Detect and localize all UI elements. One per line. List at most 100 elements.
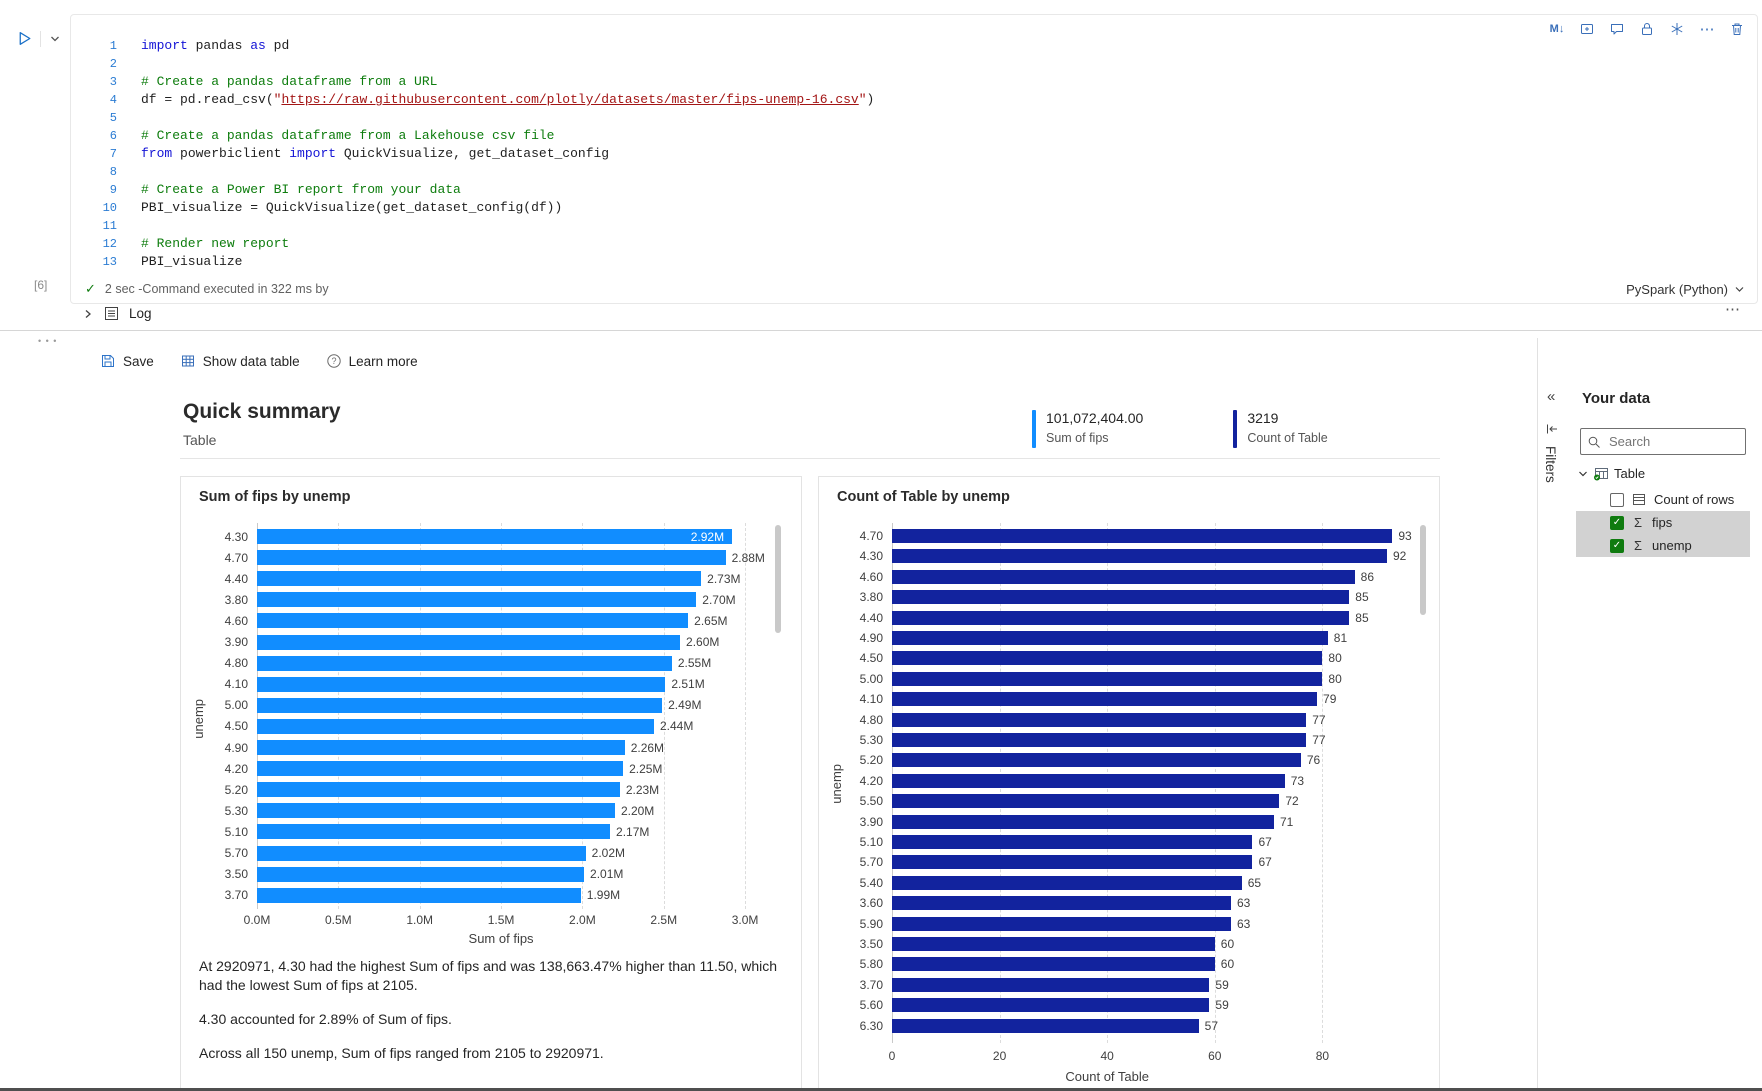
show-data-table-button[interactable]: Show data table	[176, 350, 304, 372]
bar[interactable]	[892, 733, 1307, 747]
bar[interactable]	[257, 866, 585, 882]
bar[interactable]	[892, 794, 1280, 809]
filters-pane-tab[interactable]: Filters	[1543, 446, 1558, 483]
bar[interactable]	[892, 814, 1274, 829]
bar[interactable]	[892, 549, 1387, 564]
category-label: 5.60	[859, 998, 883, 1013]
category-label: 3.70	[224, 888, 248, 903]
bar[interactable]	[892, 590, 1350, 605]
code-line[interactable]: 2	[71, 55, 874, 73]
help-icon: ?	[326, 354, 341, 368]
more-options-icon[interactable]	[1695, 18, 1719, 40]
bar[interactable]	[892, 875, 1242, 890]
code-line[interactable]: 9 # Create a Power BI report from your da…	[71, 181, 874, 199]
bar[interactable]	[892, 569, 1355, 584]
bar[interactable]	[892, 1018, 1199, 1033]
delete-icon[interactable]	[1725, 18, 1749, 40]
bar[interactable]	[257, 634, 681, 650]
save-button[interactable]: Save	[96, 350, 158, 372]
bar[interactable]	[257, 613, 689, 629]
bar[interactable]	[892, 916, 1231, 931]
bar[interactable]	[257, 676, 666, 692]
code-line[interactable]: 6 # Create a pandas dataframe from a Lake…	[71, 127, 874, 145]
bar-value-label: 80	[1328, 671, 1342, 686]
bar[interactable]	[892, 631, 1328, 645]
comment-icon[interactable]	[1605, 18, 1629, 40]
code-line[interactable]: 1 import pandas as pd	[71, 37, 874, 55]
bar[interactable]	[257, 824, 611, 840]
field-search-box[interactable]	[1580, 428, 1746, 455]
code-line[interactable]: 5	[71, 109, 874, 127]
bar[interactable]	[257, 550, 726, 566]
bar[interactable]	[892, 651, 1323, 666]
bar[interactable]	[257, 571, 702, 587]
code-line[interactable]: 4 df = pd.read_csv("https://raw.githubuse…	[71, 91, 875, 109]
bar[interactable]	[892, 753, 1301, 768]
code-line[interactable]: 11	[71, 217, 874, 235]
bar[interactable]	[892, 937, 1215, 951]
x-tick-label: 0.5M	[325, 913, 352, 927]
bar-value-label: 60	[1220, 957, 1235, 972]
split-cell-icon[interactable]	[1575, 18, 1599, 40]
code-line[interactable]: 3 # Create a pandas dataframe from a URL	[71, 73, 874, 91]
code-line[interactable]: 13 PBI_visualize	[71, 253, 874, 271]
learn-more-button[interactable]: ? Learn more	[322, 350, 422, 372]
more-options-icon[interactable]	[1725, 300, 1740, 318]
kernel-selector[interactable]: PySpark (Python)	[1626, 282, 1745, 297]
code-line[interactable]: 12 # Render new report	[71, 235, 874, 253]
bar[interactable]	[892, 896, 1231, 911]
chevron-down-icon	[50, 36, 59, 42]
field-checkbox[interactable]	[1610, 538, 1624, 553]
bar[interactable]	[892, 773, 1285, 788]
category-label: 3.80	[224, 592, 248, 607]
pin-pane-icon[interactable]	[1545, 422, 1559, 440]
bar-value-label: 76	[1306, 753, 1321, 768]
category-label: 4.20	[859, 773, 883, 788]
bar[interactable]	[257, 592, 697, 608]
code-line[interactable]: 8	[71, 163, 874, 181]
category-label: 3.70	[859, 977, 883, 992]
freeze-icon[interactable]	[1665, 18, 1689, 40]
code-line[interactable]: 7 from powerbiclient import QuickVisualiz…	[71, 145, 874, 163]
bar[interactable]	[892, 998, 1210, 1013]
search-input[interactable]	[1607, 433, 1739, 450]
bar[interactable]	[892, 692, 1318, 707]
bar[interactable]	[892, 855, 1253, 870]
field-row[interactable]: Count of rows	[1576, 488, 1750, 511]
collapse-pane-icon[interactable]	[1547, 388, 1555, 405]
field-checkbox[interactable]	[1610, 515, 1624, 530]
bar[interactable]	[257, 761, 624, 777]
bar[interactable]	[257, 718, 654, 734]
chart-scrollbar[interactable]	[1420, 525, 1426, 615]
bar[interactable]	[892, 712, 1307, 727]
bar[interactable]	[257, 782, 620, 798]
code-line[interactable]: 10 PBI_visualize = QuickVisualize(get_dat…	[71, 199, 874, 217]
log-section-header[interactable]: Log	[82, 306, 152, 321]
markdown-icon[interactable]	[1545, 18, 1569, 40]
bar[interactable]	[892, 529, 1393, 543]
run-cell-button[interactable]	[12, 26, 36, 50]
table-tree-node[interactable]: Table	[1578, 466, 1645, 481]
bar[interactable]	[892, 610, 1350, 625]
chart-scrollbar[interactable]	[775, 525, 781, 633]
lock-icon[interactable]	[1635, 18, 1659, 40]
bar[interactable]	[257, 845, 586, 861]
code-editor[interactable]: 1 import pandas as pd 2 3 # Create a pandas …	[71, 37, 875, 271]
bar[interactable]	[257, 697, 663, 713]
code-cell[interactable]: 1 import pandas as pd 2 3 # Create a pandas …	[70, 14, 1758, 304]
bar[interactable]	[892, 835, 1253, 849]
bar[interactable]	[892, 671, 1323, 686]
bar[interactable]	[892, 957, 1215, 972]
bar[interactable]	[257, 887, 581, 903]
bar[interactable]	[257, 803, 615, 819]
cell-gutter-dots[interactable]	[38, 336, 57, 346]
field-checkbox[interactable]	[1610, 492, 1624, 507]
bar[interactable]	[257, 740, 625, 755]
bar[interactable]	[257, 529, 733, 544]
run-options-dropdown[interactable]	[40, 31, 62, 47]
bar[interactable]	[892, 977, 1210, 992]
log-label: Log	[129, 306, 152, 321]
bar[interactable]	[257, 655, 672, 671]
